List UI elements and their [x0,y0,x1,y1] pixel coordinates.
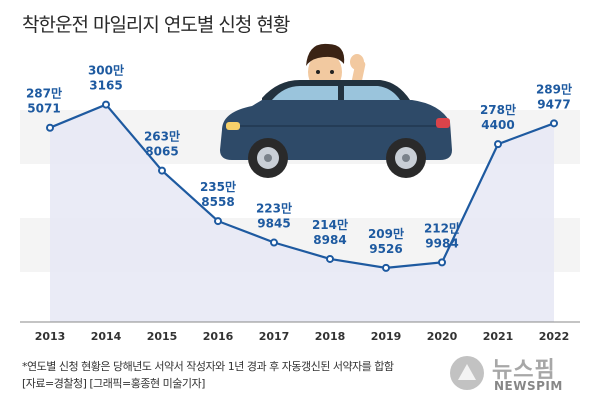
data-label-2020-sub: 9984 [425,236,458,250]
data-label-2018-main: 214만 [312,217,348,232]
data-point-2015 [158,166,166,175]
data-point-2021 [494,140,502,149]
x-tick-2017: 2017 [259,330,290,343]
x-tick-2022: 2022 [539,330,570,343]
x-tick-2015: 2015 [147,330,178,343]
data-point-2014 [102,100,110,109]
x-tick-labels: 2013 2014 2015 2016 2017 2018 2019 2020 2021 2022 [35,330,570,343]
newspim-logo: 뉴스핌 NEWSPIM [440,350,596,402]
x-tick-2019: 2019 [371,330,402,343]
data-label-2019-main: 209만 [368,226,404,241]
data-label-2019-sub: 9526 [369,242,402,256]
chart-title: 착한운전 마일리지 연도별 신청 현황 [22,14,290,36]
data-point-2019 [382,263,390,272]
data-points [46,100,558,272]
logo-subtext: NEWSPIM [494,379,563,393]
data-point-2016 [214,217,222,226]
data-label-2016-sub: 8558 [201,195,234,209]
x-tick-2021: 2021 [483,330,514,343]
x-tick-2018: 2018 [315,330,346,343]
data-label-2014-main: 300만 [88,63,124,78]
car-illustration [220,43,452,178]
data-label-2013-sub: 5071 [27,102,60,116]
x-tick-2013: 2013 [35,330,66,343]
data-label-2022-sub: 9477 [537,97,570,111]
source-credit: [자료=경찰청] [그래픽=홍종현 미술기자] [22,377,205,390]
data-label-2021-main: 278만 [480,102,516,117]
data-label-2018-sub: 8984 [313,233,346,247]
data-label-2015-sub: 8065 [145,145,178,159]
data-label-2013-main: 287만 [26,86,62,101]
logo-text: 뉴스핌 [492,358,556,383]
data-label-2017-main: 223만 [256,201,292,216]
data-point-2022 [550,119,558,128]
data-label-2020-main: 212만 [424,220,460,235]
area-fill [50,104,554,322]
x-tick-2016: 2016 [203,330,234,343]
newspim-logo-icon [450,356,484,390]
data-label-2017-sub: 9845 [257,217,290,231]
data-label-2014-sub: 3165 [89,79,122,93]
data-label-2016-main: 235만 [200,179,236,194]
series-line [49,103,555,270]
data-label-2021-sub: 4400 [481,118,514,132]
data-point-2013 [46,123,54,132]
data-point-2018 [326,254,334,263]
x-tick-2014: 2014 [91,330,122,343]
data-label-2015-main: 263만 [144,129,180,144]
footnote: *연도별 신청 현황은 당해년도 서약서 작성자와 1년 경과 후 자동갱신된 … [22,360,394,373]
data-point-2020 [438,258,446,267]
x-tick-2020: 2020 [427,330,458,343]
data-label-2022-main: 289만 [536,81,572,96]
data-point-2017 [270,238,278,247]
